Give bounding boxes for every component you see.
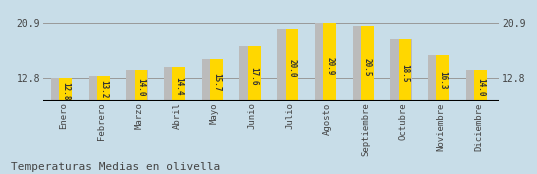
Bar	[172, 68, 185, 101]
Text: 17.6: 17.6	[250, 67, 259, 85]
Text: 16.3: 16.3	[438, 71, 447, 89]
Bar	[323, 23, 336, 101]
Bar	[474, 70, 487, 101]
Bar	[286, 29, 298, 101]
Text: 15.7: 15.7	[212, 73, 221, 91]
Text: 20.5: 20.5	[363, 58, 372, 76]
Text: 18.5: 18.5	[401, 64, 410, 82]
Bar	[89, 76, 110, 101]
Bar	[353, 26, 374, 101]
Bar	[390, 39, 411, 101]
Bar	[428, 54, 449, 101]
Bar	[361, 26, 374, 101]
Bar	[126, 70, 148, 101]
Text: 14.0: 14.0	[136, 78, 146, 96]
Text: 20.9: 20.9	[325, 57, 334, 75]
Text: 12.8: 12.8	[61, 82, 70, 100]
Bar	[399, 39, 411, 101]
Text: 20.0: 20.0	[287, 59, 296, 78]
Bar	[164, 68, 185, 101]
Bar	[210, 59, 223, 101]
Bar	[97, 76, 110, 101]
Bar	[135, 70, 147, 101]
Text: 13.2: 13.2	[99, 80, 108, 99]
Bar	[315, 23, 336, 101]
Bar	[240, 46, 260, 101]
Text: Temperaturas Medias en olivella: Temperaturas Medias en olivella	[11, 162, 220, 172]
Text: 14.0: 14.0	[476, 78, 485, 96]
Text: 14.4: 14.4	[175, 77, 183, 95]
Bar	[437, 54, 449, 101]
Bar	[466, 70, 487, 101]
Bar	[277, 29, 299, 101]
Bar	[202, 59, 223, 101]
Bar	[59, 78, 72, 101]
Bar	[248, 46, 260, 101]
Bar	[51, 78, 72, 101]
